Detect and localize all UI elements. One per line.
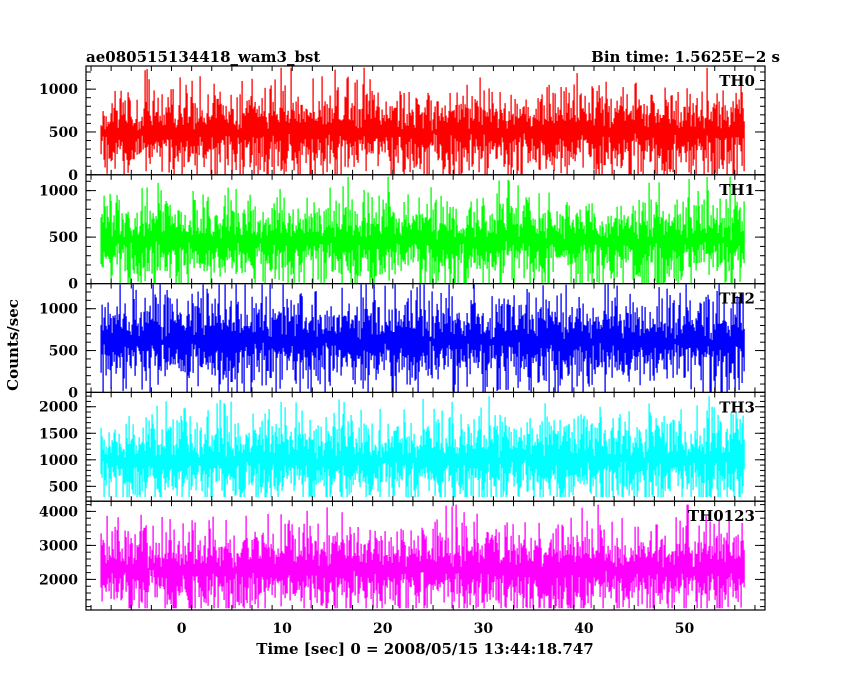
- x-tick-label: 10: [272, 621, 292, 637]
- y-tick-label-th1: 500: [49, 230, 78, 246]
- series-th0123-line: [100, 504, 745, 609]
- series-th2-line: [100, 284, 745, 393]
- panel-label-th0123: TH0123: [688, 507, 755, 525]
- panel-label-th3: TH3: [719, 398, 755, 416]
- y-tick-label-th0123: 4000: [39, 504, 78, 520]
- x-tick-label: 50: [675, 621, 695, 637]
- y-tick-label-th3: 1500: [39, 426, 78, 442]
- chart-title-left: ae080515134418_wam3_bst: [86, 48, 320, 66]
- panels-group: TH005001000TH105001000TH205001000TH35001…: [39, 65, 766, 637]
- x-tick-label: 30: [474, 621, 494, 637]
- x-tick-label: 40: [574, 621, 594, 637]
- y-tick-label-th2: 500: [49, 344, 78, 360]
- panel-label-th0: TH0: [719, 72, 755, 90]
- y-tick-label-th1: 1000: [39, 184, 78, 200]
- series-th1-line: [100, 176, 745, 284]
- y-tick-label-th2: 0: [68, 385, 78, 401]
- x-tick-label: 20: [373, 621, 393, 637]
- panel-frame-th0123: [85, 500, 766, 611]
- panel-label-th2: TH2: [719, 290, 755, 308]
- y-tick-label-th2: 1000: [39, 302, 78, 318]
- y-tick-label-th0123: 3000: [39, 538, 78, 554]
- y-tick-label-th0123: 2000: [39, 572, 78, 588]
- chart-title-right: Bin time: 1.5625E−2 s: [591, 48, 780, 66]
- x-axis-label: Time [sec] 0 = 2008/05/15 13:44:18.747: [256, 640, 593, 658]
- y-axis-label: Counts/sec: [4, 299, 22, 391]
- panel-label-th1: TH1: [719, 181, 755, 199]
- y-tick-label-th0: 500: [49, 125, 78, 141]
- y-tick-label-th3: 2000: [39, 400, 78, 416]
- y-tick-label-th0: 0: [68, 168, 78, 184]
- y-tick-label-th0: 1000: [39, 82, 78, 98]
- series-th0-line: [100, 67, 745, 175]
- y-tick-label-th3: 1000: [39, 453, 78, 469]
- y-tick-label-th3: 500: [49, 479, 78, 495]
- series-th3-line: [100, 396, 745, 497]
- x-tick-label: 0: [177, 621, 187, 637]
- y-tick-label-th1: 0: [68, 277, 78, 293]
